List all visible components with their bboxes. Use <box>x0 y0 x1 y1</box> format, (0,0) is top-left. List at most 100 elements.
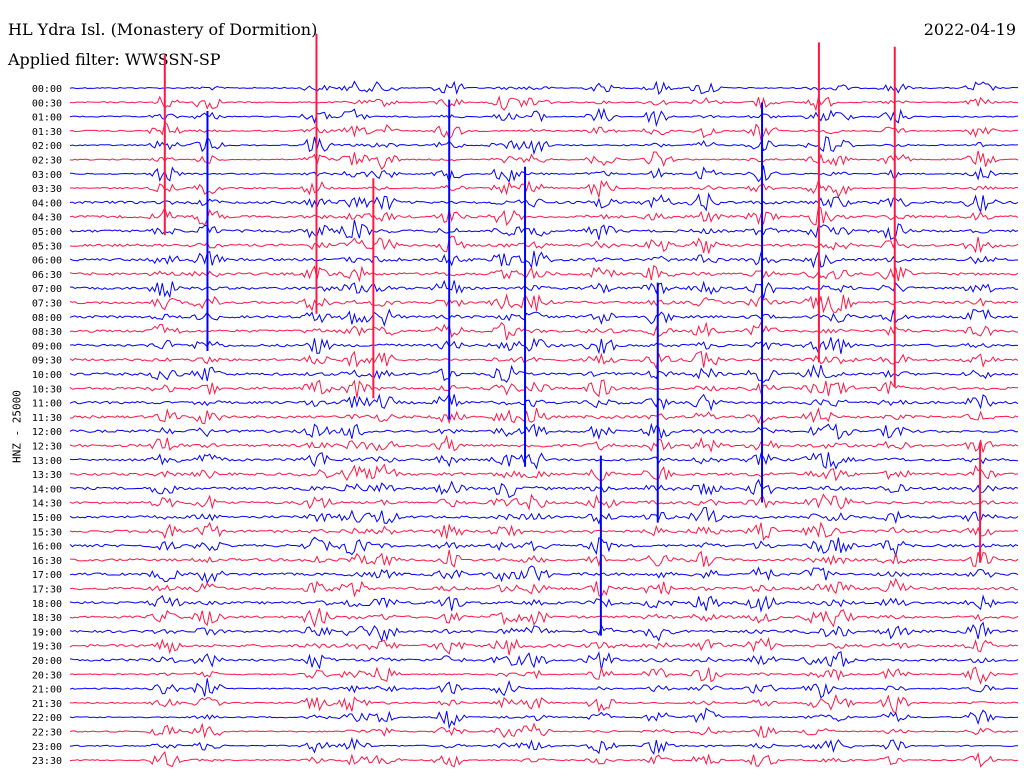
seismic-trace-row <box>69 379 1018 398</box>
seismic-trace-row <box>69 678 1019 699</box>
seismic-trace-row <box>69 463 1019 482</box>
seismic-trace-row <box>69 722 1019 739</box>
seismic-trace-row <box>69 136 1019 156</box>
row-time-label: 12:00 <box>32 427 62 438</box>
row-time-label: 01:30 <box>32 127 62 138</box>
seismic-trace-row <box>69 407 1019 425</box>
seismic-trace-row <box>69 577 1019 598</box>
row-time-label: 01:00 <box>32 113 62 124</box>
row-time-label: 08:00 <box>32 313 62 324</box>
row-time-label: 07:30 <box>32 299 62 310</box>
seismic-trace-row <box>69 493 1019 511</box>
seismic-trace-row <box>69 751 1019 768</box>
seismic-trace-row <box>69 235 1019 254</box>
row-time-label: 09:30 <box>32 356 62 367</box>
row-time-label: 10:30 <box>32 384 62 395</box>
row-time-label: 19:00 <box>32 627 62 638</box>
seismic-trace-row <box>69 434 1019 453</box>
row-time-label: 16:00 <box>32 542 62 553</box>
row-time-label: 15:30 <box>32 527 62 538</box>
row-time-label: 20:00 <box>32 656 62 667</box>
row-time-label: 14:00 <box>32 484 62 495</box>
row-time-label: 22:30 <box>32 728 62 739</box>
row-time-label: 05:30 <box>32 241 62 252</box>
station-title: HL Ydra Isl. (Monastery of Dormition) <box>8 20 318 39</box>
seismic-trace-row <box>70 165 1019 185</box>
row-time-label: 11:30 <box>32 413 62 424</box>
row-time-label: 21:00 <box>32 685 62 696</box>
row-time-label: 17:00 <box>32 570 62 581</box>
row-time-label: 14:30 <box>32 499 62 510</box>
seismic-trace-row <box>69 192 1019 214</box>
row-time-label: 13:30 <box>32 470 62 481</box>
row-time-label: 23:30 <box>32 756 62 767</box>
seismic-trace-row <box>69 350 1019 370</box>
seismic-trace-row <box>69 452 1019 470</box>
seismic-trace-row <box>69 80 1018 95</box>
row-time-label: 20:30 <box>32 670 62 681</box>
row-time-label: 00:00 <box>32 84 62 95</box>
seismic-trace-row <box>69 179 1018 199</box>
row-time-label: 00:30 <box>32 98 62 109</box>
seismic-trace-row <box>69 422 1019 441</box>
row-time-label: 19:30 <box>32 642 62 653</box>
seismic-trace-row <box>69 666 1019 685</box>
seismic-trace-row <box>69 337 1019 355</box>
seismic-trace-row <box>69 549 1019 568</box>
seismic-trace-row <box>69 621 1019 643</box>
row-time-label: 16:30 <box>32 556 62 567</box>
seismic-trace-row <box>69 321 1019 341</box>
row-time-label: 04:30 <box>32 213 62 224</box>
row-time-label: 07:00 <box>32 284 62 295</box>
seismic-trace-row <box>69 308 1019 327</box>
row-time-label: 05:00 <box>32 227 62 238</box>
seismic-trace-row <box>69 565 1019 585</box>
row-time-label: 08:30 <box>32 327 62 338</box>
seismic-trace-row <box>69 107 1019 128</box>
seismic-trace-row <box>69 121 1019 142</box>
row-time-label: 02:00 <box>32 141 62 152</box>
seismic-trace-row <box>69 264 1019 283</box>
seismic-trace-row <box>69 363 1019 383</box>
seismic-trace-row <box>69 707 1019 730</box>
date-label: 2022-04-19 <box>923 20 1016 39</box>
seismic-trace-row <box>69 249 1018 269</box>
seismic-trace-row <box>69 521 1019 542</box>
seismic-trace-row <box>69 536 1019 558</box>
filter-label: Applied filter: WWSSN-SP <box>8 50 221 69</box>
row-time-label: 22:00 <box>32 713 62 724</box>
row-time-label: 18:00 <box>32 599 62 610</box>
seismic-trace-row <box>69 392 1019 412</box>
seismic-trace-row <box>69 95 1019 112</box>
seismic-trace-row <box>69 506 1019 525</box>
seismic-trace-row <box>69 219 1019 241</box>
row-time-label: 12:30 <box>32 442 62 453</box>
row-time-label: 09:00 <box>32 341 62 352</box>
seismic-trace-row <box>69 608 1019 628</box>
row-time-label: 10:00 <box>32 370 62 381</box>
row-time-label: 17:30 <box>32 585 62 596</box>
row-time-label: 04:00 <box>32 198 62 209</box>
seismic-trace-row <box>69 594 1019 613</box>
row-time-label: 06:00 <box>32 256 62 267</box>
seismic-trace-row <box>69 206 1019 227</box>
seismic-trace-row <box>69 150 1019 171</box>
row-time-label: 13:00 <box>32 456 62 467</box>
seismic-trace-row <box>69 636 1019 656</box>
row-time-label: 15:00 <box>32 513 62 524</box>
seismic-trace-row <box>69 736 1019 755</box>
seismic-trace-row <box>69 650 1019 671</box>
row-time-label: 06:30 <box>32 270 62 281</box>
row-time-label: 18:30 <box>32 613 62 624</box>
seismic-trace-row <box>69 279 1019 299</box>
row-time-label: 21:30 <box>32 699 62 710</box>
seismic-trace-row <box>69 293 1019 314</box>
row-time-label: 03:30 <box>32 184 62 195</box>
row-time-label: 11:00 <box>32 399 62 410</box>
row-time-label: 02:30 <box>32 156 62 167</box>
row-time-label: 23:00 <box>32 742 62 753</box>
seismic-trace-row <box>69 478 1019 499</box>
seismic-trace-row <box>69 693 1019 714</box>
row-time-label: 03:00 <box>32 170 62 181</box>
